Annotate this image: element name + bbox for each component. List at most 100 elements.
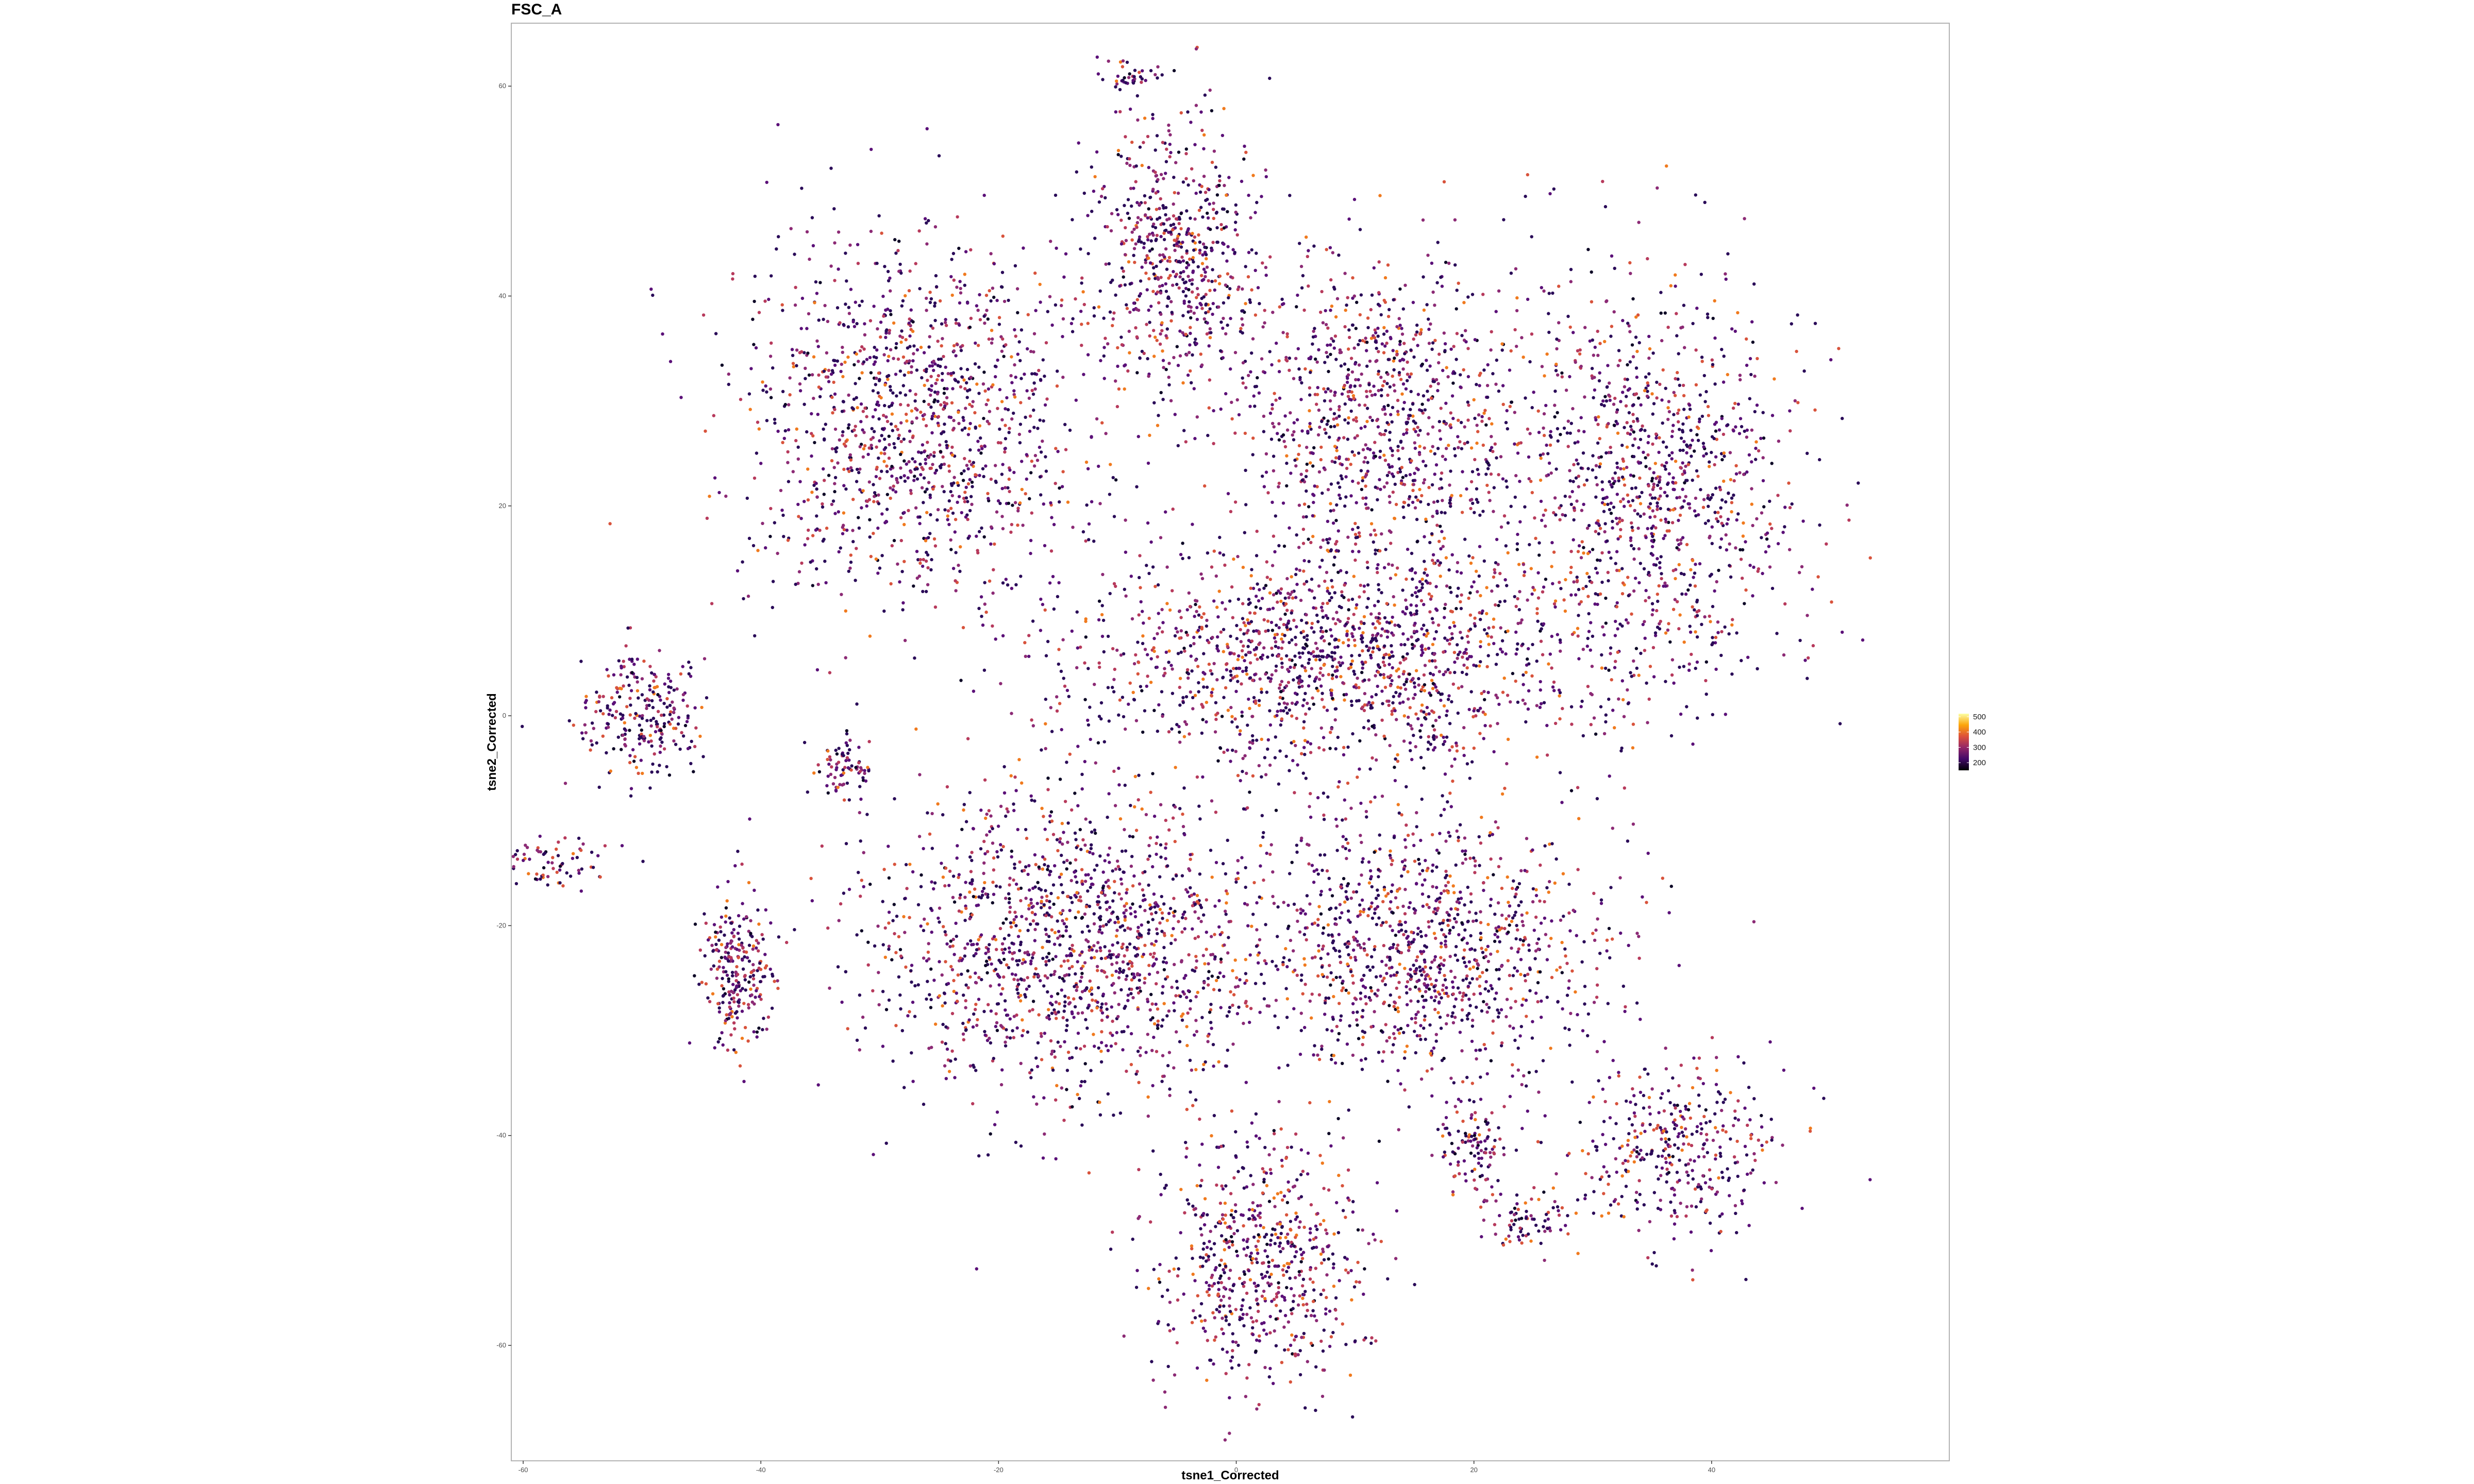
scatter-point (1345, 303, 1348, 307)
scatter-point (1717, 428, 1721, 432)
scatter-point (1622, 497, 1625, 501)
scatter-point (1146, 357, 1149, 361)
scatter-point (1175, 282, 1179, 286)
scatter-point (1319, 458, 1323, 462)
scatter-point (937, 358, 941, 361)
scatter-point (957, 410, 960, 414)
scatter-point (1212, 409, 1215, 413)
scatter-point (1274, 514, 1277, 518)
scatter-point (1605, 385, 1609, 389)
scatter-point (1777, 440, 1781, 443)
scatter-point (946, 514, 950, 518)
scatter-point (806, 537, 810, 541)
scatter-point (1615, 550, 1619, 553)
scatter-point (1173, 248, 1177, 252)
scatter-point (902, 373, 907, 377)
scatter-point (904, 393, 908, 397)
scatter-point (986, 317, 990, 321)
scatter-point (1377, 260, 1381, 264)
scatter-point (1726, 423, 1730, 427)
scatter-point (1032, 464, 1037, 468)
scatter-point (1164, 213, 1167, 216)
scatter-point (1154, 191, 1158, 195)
scatter-point (1035, 459, 1040, 462)
scatter-point (1144, 213, 1147, 217)
scatter-point (1260, 687, 1263, 691)
scatter-point (1602, 732, 1607, 736)
scatter-point (1178, 217, 1181, 221)
scatter-point (1374, 454, 1377, 458)
scatter-point (1141, 730, 1145, 734)
scatter-point (1264, 265, 1268, 269)
scatter-point (1747, 453, 1751, 457)
scatter-point (1402, 342, 1406, 345)
scatter-point (1249, 586, 1252, 590)
scatter-point (1845, 503, 1849, 507)
scatter-point (768, 387, 773, 391)
scatter-point (1629, 272, 1632, 275)
scatter-point (1343, 698, 1346, 702)
scatter-point (1369, 308, 1373, 312)
scatter-point (1336, 645, 1340, 649)
scatter-point (990, 525, 993, 529)
scatter-point (887, 434, 891, 438)
scatter-point (1138, 554, 1142, 558)
scatter-point (1588, 339, 1592, 343)
scatter-point (1221, 356, 1225, 360)
scatter-point (1586, 636, 1590, 640)
scatter-point (833, 363, 837, 367)
scatter-point (1642, 512, 1646, 516)
scatter-point (1138, 235, 1142, 239)
scatter-point (1710, 643, 1714, 647)
scatter-point (927, 345, 931, 349)
scatter-point (1349, 463, 1352, 466)
scatter-point (1632, 430, 1635, 434)
scatter-point (1128, 351, 1131, 355)
scatter-point (873, 360, 877, 364)
scatter-point (1169, 224, 1173, 227)
scatter-point (1165, 305, 1169, 308)
scatter-point (880, 427, 884, 431)
scatter-point (946, 509, 950, 513)
scatter-point (1365, 349, 1368, 352)
scatter-point (1236, 773, 1240, 778)
scatter-point (904, 294, 907, 298)
scatter-point (1694, 666, 1697, 670)
scatter-point (1346, 373, 1350, 377)
scatter-point (751, 317, 755, 321)
scatter-point (926, 566, 930, 570)
scatter-point (1114, 379, 1117, 383)
scatter-point (1135, 94, 1139, 98)
scatter-point (1598, 465, 1601, 469)
scatter-point (1137, 773, 1141, 777)
scatter-point (1208, 289, 1212, 292)
scatter-point (1191, 256, 1195, 260)
scatter-point (759, 462, 763, 465)
scatter-point (745, 496, 749, 500)
scatter-point (994, 480, 998, 484)
scatter-point (1092, 539, 1096, 543)
scatter-point (1526, 707, 1530, 711)
scatter-point (1183, 649, 1186, 653)
scatter-point (1681, 473, 1684, 476)
scatter-point (1431, 687, 1435, 690)
scatter-point (1406, 379, 1409, 382)
scatter-point (1439, 477, 1443, 481)
scatter-point (1221, 251, 1225, 255)
scatter-point (932, 537, 937, 541)
scatter-point (1427, 502, 1430, 507)
scatter-point (1379, 313, 1383, 317)
scatter-point (1002, 355, 1006, 358)
scatter-point (1340, 594, 1344, 598)
scatter-point (893, 446, 897, 449)
scatter-point (1515, 542, 1519, 546)
scatter-point (1636, 526, 1640, 530)
scatter-point (1470, 470, 1475, 474)
scatter-point (1359, 583, 1362, 587)
scatter-point (1000, 473, 1004, 476)
scatter-point (1201, 253, 1205, 257)
scatter-point (1479, 645, 1482, 649)
scatter-point (1578, 602, 1581, 606)
scatter-point (1241, 376, 1244, 380)
scatter-point (860, 345, 864, 349)
